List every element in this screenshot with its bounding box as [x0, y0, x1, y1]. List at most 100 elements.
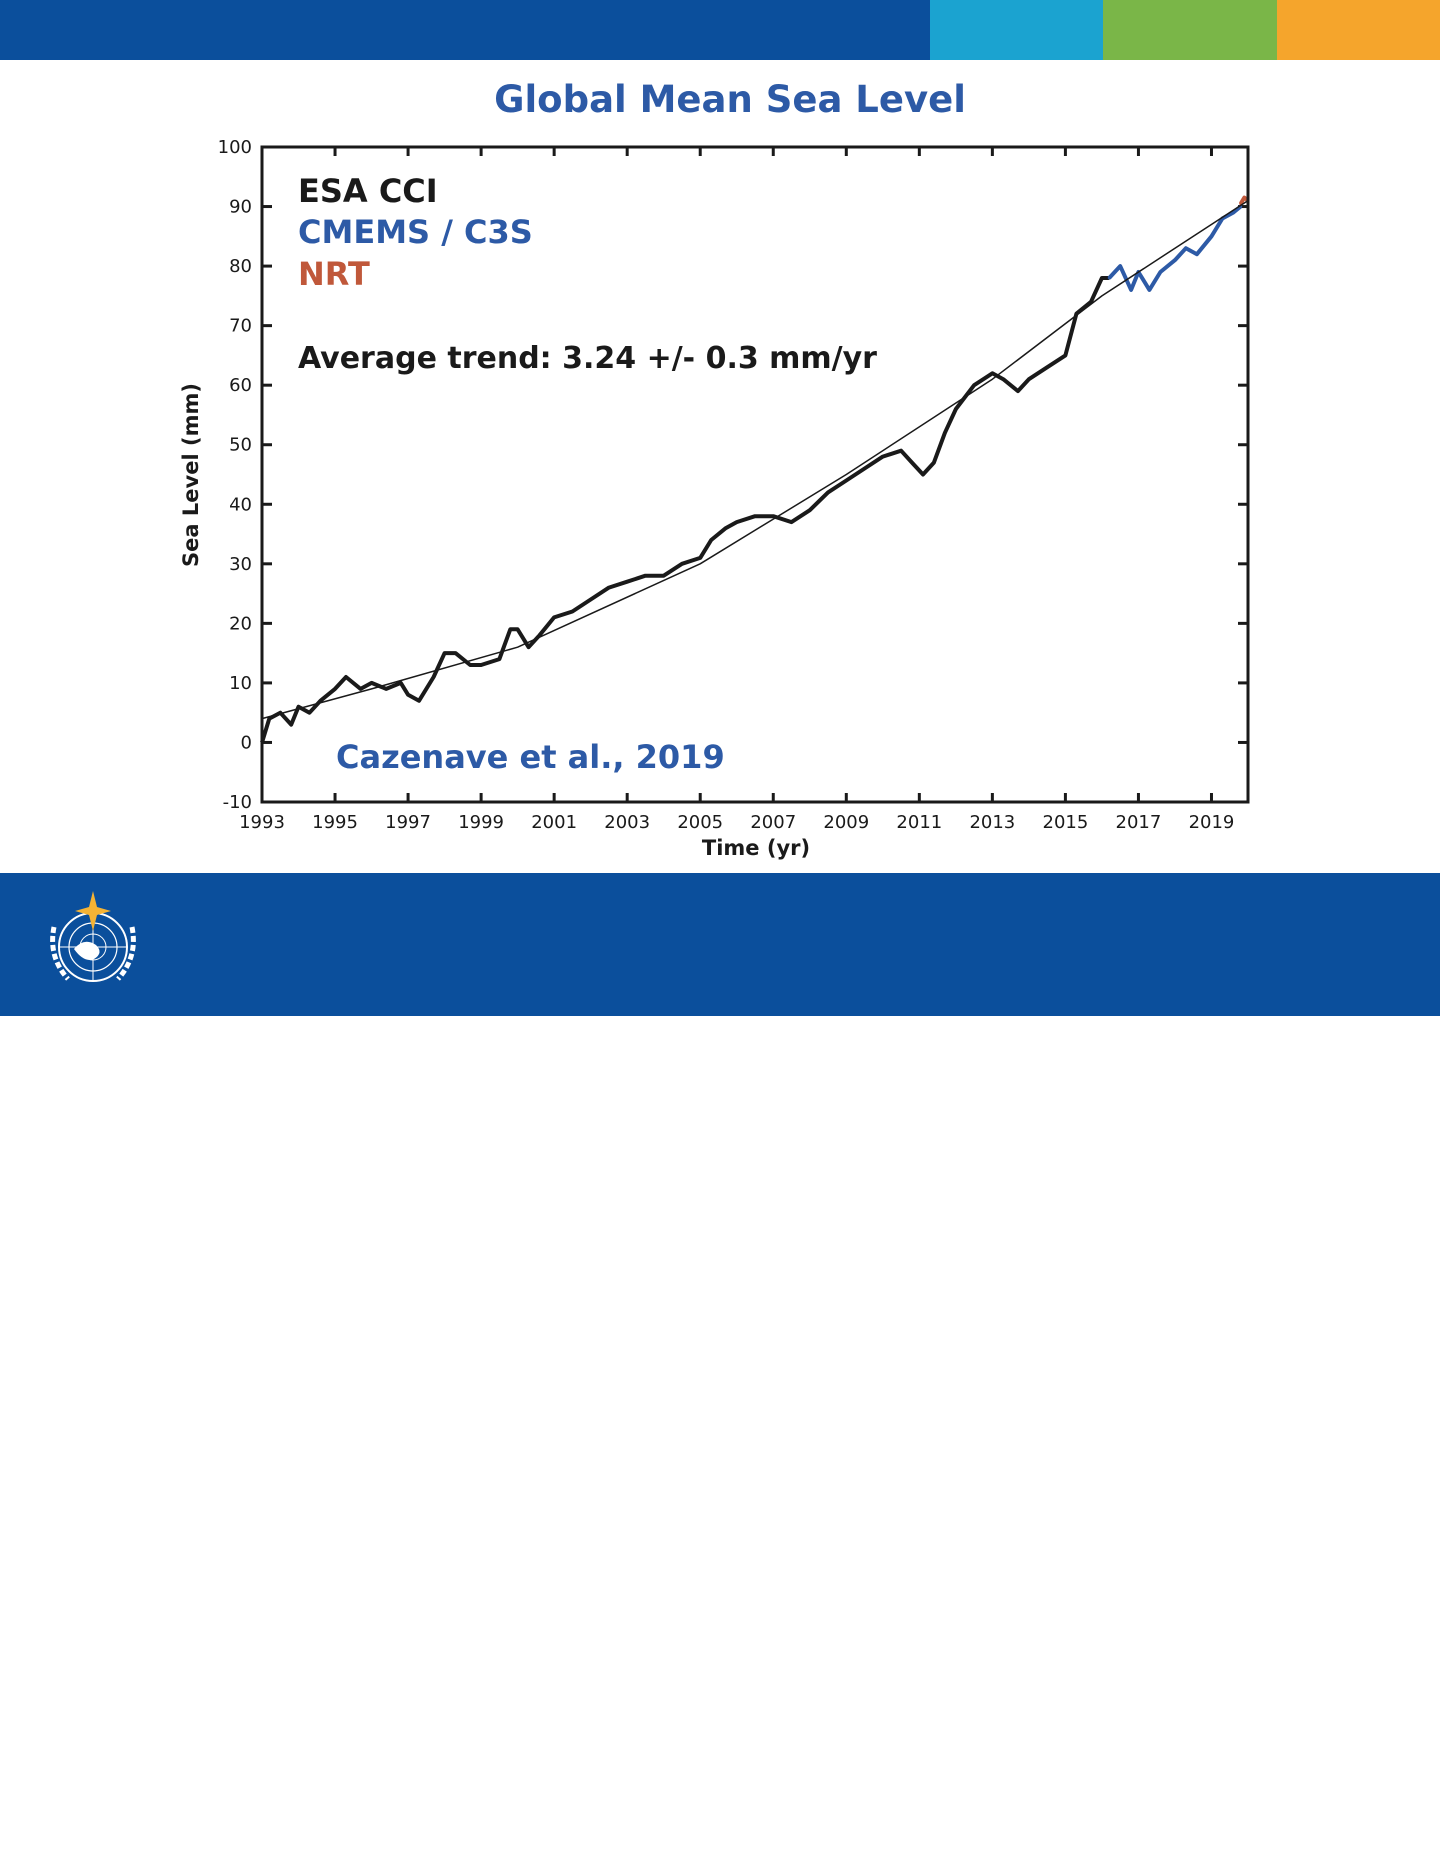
footer-band: WORLD METEOROLOGICAL ORGANIZATION	[0, 873, 1440, 1862]
data-point	[344, 675, 348, 679]
data-point	[990, 371, 994, 375]
series-lines	[260, 195, 1250, 744]
data-point	[943, 431, 947, 435]
data-point	[1027, 377, 1031, 381]
data-point	[753, 514, 757, 518]
data-point	[1089, 300, 1093, 304]
data-point	[1107, 276, 1111, 280]
data-point	[643, 574, 647, 578]
data-point	[333, 687, 337, 691]
wmo-emblem-icon	[50, 891, 136, 982]
org-line: METEOROLOGICAL	[150, 1814, 337, 1838]
data-point	[297, 705, 301, 709]
data-point	[698, 556, 702, 560]
header-bar-orange	[1277, 0, 1440, 60]
data-point	[790, 520, 794, 524]
data-point	[318, 699, 322, 703]
data-point	[972, 383, 976, 387]
data-point	[1195, 252, 1199, 256]
data-point	[1045, 365, 1049, 369]
data-point	[899, 449, 903, 453]
data-point	[370, 681, 374, 685]
legend-esa-cci: ESA CCI	[298, 172, 438, 210]
data-point	[863, 467, 867, 471]
trend-annotation: Average trend: 3.24 +/- 0.3 mm/yr	[298, 341, 877, 376]
data-point	[1129, 288, 1133, 292]
x-axis-label: Time (yr)	[702, 836, 810, 860]
y-tick-label: -10	[223, 792, 252, 813]
data-point	[570, 609, 574, 613]
data-point	[735, 520, 739, 524]
data-point	[468, 663, 472, 667]
x-tick-label: 2003	[604, 812, 650, 833]
y-tick-label: 40	[229, 494, 252, 515]
x-tick-label: 2009	[823, 812, 869, 833]
x-tick-label: 2019	[1189, 812, 1235, 833]
y-axis-label: Sea Level (mm)	[179, 383, 203, 567]
data-point	[552, 615, 556, 619]
data-point	[417, 699, 421, 703]
data-point	[1063, 353, 1067, 357]
data-point	[516, 627, 520, 631]
data-point	[406, 693, 410, 697]
org-line: WORLD	[150, 1790, 226, 1814]
data-point	[432, 675, 436, 679]
data-point	[399, 681, 403, 685]
data-point	[1118, 264, 1122, 268]
data-point	[589, 598, 593, 602]
data-point	[267, 717, 271, 721]
y-tick-label: 70	[229, 316, 252, 337]
tick-labels: 1993 1995 1997 1999 2001 2003 2005 2007 2009 2011…	[218, 137, 1235, 833]
data-point	[1242, 196, 1246, 200]
data-point	[1231, 211, 1235, 214]
y-tick-label: 100	[218, 137, 252, 158]
data-point	[1001, 377, 1005, 381]
page-title: Global Mean Sea Level	[494, 78, 966, 121]
x-tick-label: 1999	[458, 812, 504, 833]
data-point	[881, 455, 885, 459]
header-bar-cyan	[930, 0, 1103, 60]
data-point	[844, 478, 848, 482]
x-tick-label: 2017	[1116, 812, 1162, 833]
data-point	[680, 562, 684, 566]
data-point	[808, 508, 812, 512]
data-point	[1158, 270, 1162, 274]
y-tick-label: 60	[229, 375, 252, 396]
data-point	[289, 723, 293, 727]
data-point	[1209, 234, 1213, 238]
data-point	[454, 651, 458, 655]
x-tick-label: 2007	[750, 812, 796, 833]
y-tick-label: 50	[229, 435, 252, 456]
data-point	[443, 651, 447, 655]
plot-frame	[260, 145, 1250, 804]
data-point	[771, 514, 775, 518]
x-tick-label: 1995	[312, 812, 358, 833]
y-tick-label: 30	[229, 554, 252, 575]
header-bar-green	[1103, 0, 1277, 60]
data-point	[910, 461, 914, 465]
x-tick-label: 2001	[531, 812, 577, 833]
x-tick-label: 2013	[969, 812, 1015, 833]
data-point	[359, 687, 363, 691]
data-point	[508, 627, 512, 631]
x-tick-label: 1993	[239, 812, 285, 833]
x-tick-label: 2011	[896, 812, 942, 833]
y-tick-label: 0	[241, 732, 252, 753]
data-point	[954, 407, 958, 411]
data-point	[607, 586, 611, 590]
header-color-bar	[0, 0, 1440, 60]
data-point	[625, 580, 629, 584]
data-point	[826, 490, 830, 494]
data-point	[709, 538, 713, 542]
data-point	[384, 687, 388, 691]
x-tick-label: 2015	[1043, 812, 1089, 833]
y-tick-label: 10	[229, 673, 252, 694]
data-point	[527, 645, 531, 649]
data-point	[1184, 246, 1188, 250]
y-tick-label: 80	[229, 256, 252, 277]
x-tick-label: 2005	[677, 812, 723, 833]
legend-cmems-c3s: CMEMS / C3S	[298, 213, 533, 251]
data-point	[1147, 288, 1151, 292]
data-point	[497, 657, 501, 661]
y-tick-label: 90	[229, 197, 252, 218]
